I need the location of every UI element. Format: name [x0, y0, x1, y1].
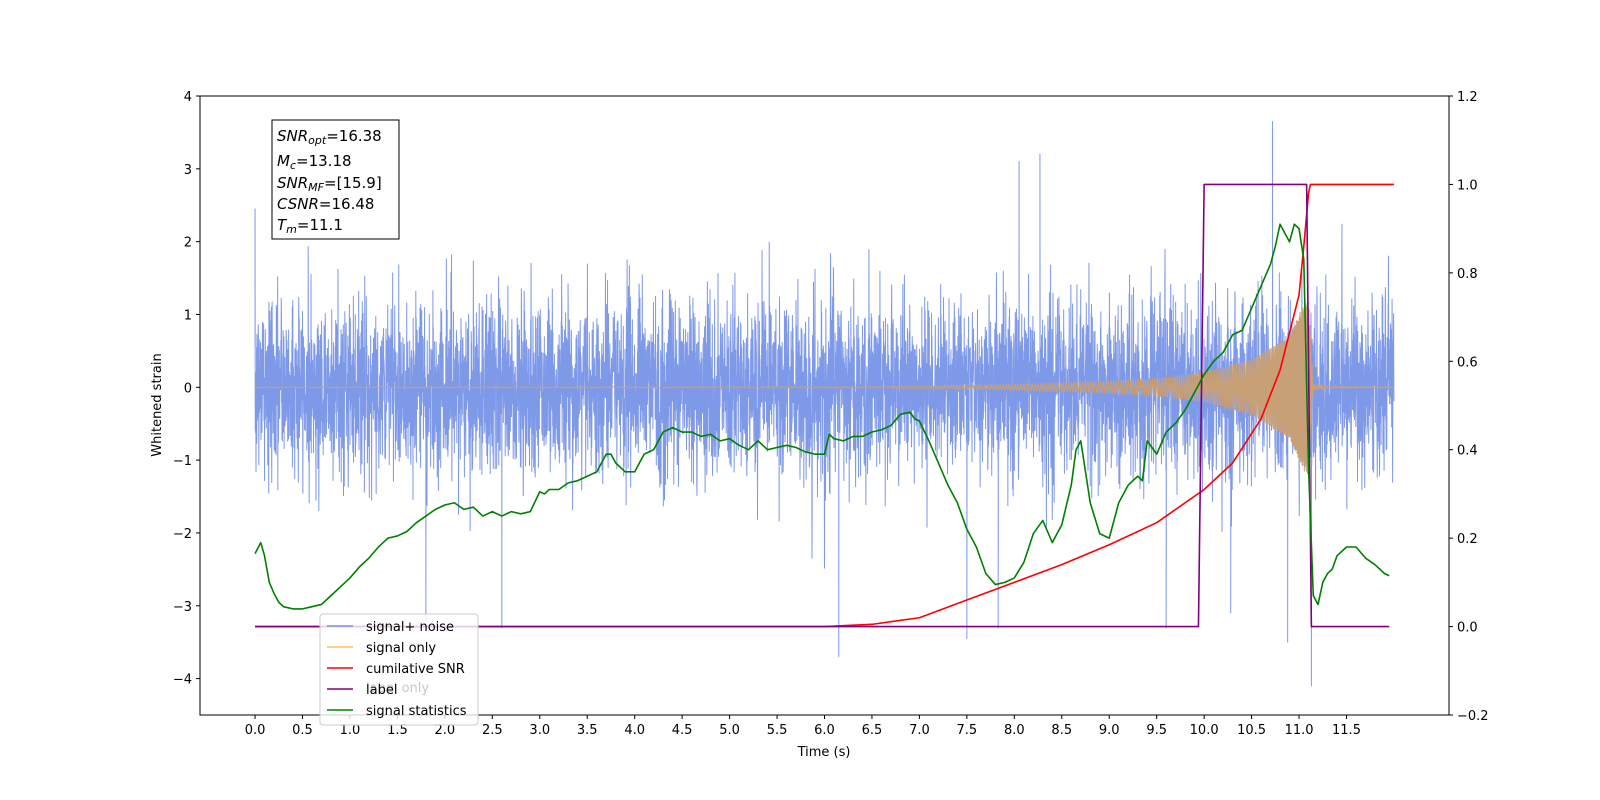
x-tick-label: 1.5: [387, 723, 408, 738]
series-signal-noise: [254, 120, 1395, 687]
x-tick-label: 11.0: [1285, 723, 1314, 738]
y-axis-label: Whitened strain: [150, 353, 165, 456]
legend-item: cumilative SNR: [327, 662, 465, 677]
legend-item: label: [327, 683, 397, 698]
y-right-tick-label: 0.0: [1457, 621, 1478, 636]
x-tick-label: 9.0: [1099, 723, 1120, 738]
y-left-tick-label: −2: [173, 527, 192, 542]
x-tick-label: 5.5: [767, 723, 788, 738]
info-snr-opt: SNRopt=16.38: [277, 127, 382, 147]
y-left-tick-label: −4: [173, 673, 192, 688]
y-axis-right: −0.2 0.0 0.2 0.4 0.6 0.8 1.0 1.2: [1449, 90, 1489, 724]
x-tick-label: 2.5: [482, 723, 503, 738]
x-tick-label: 6.0: [814, 723, 835, 738]
legend-frame: [319, 613, 479, 726]
x-tick-label: 9.5: [1146, 723, 1167, 738]
x-tick-label: 4.0: [624, 723, 645, 738]
x-tick-label: 8.0: [1004, 723, 1025, 738]
legend-label: signal+ noise: [366, 620, 454, 635]
series-cumulative-snr: [255, 183, 1394, 628]
y-left-tick-label: 2: [184, 236, 192, 251]
y-left-tick-label: 1: [184, 308, 192, 323]
legend-label: signal statistics: [366, 704, 467, 719]
y-left-tick-label: −1: [173, 454, 192, 469]
legend-item: signal only: [327, 641, 436, 656]
x-tick-label: 0.0: [245, 723, 266, 738]
x-tick-label: 5.0: [719, 723, 740, 738]
legend-item: signal+ noise: [327, 620, 454, 635]
legend-hidden-entry: label only: [366, 681, 429, 696]
x-axis-label: Time (s): [797, 745, 851, 760]
x-tick-label: 3.0: [529, 723, 550, 738]
info-snr-mf: SNRMF=[15.9]: [277, 174, 382, 194]
x-tick-label: 1.0: [340, 723, 361, 738]
info-mc: Mc=13.18: [277, 152, 352, 172]
info-tm: Tm=11.1: [277, 216, 343, 236]
info-box: SNRopt=16.38 Mc=13.18 SNRMF=[15.9] CSNR=…: [271, 119, 400, 240]
x-tick-label: 2.0: [435, 723, 456, 738]
series-signal-only: [254, 300, 1395, 475]
x-tick-label: 8.5: [1051, 723, 1072, 738]
y-right-tick-label: 0.8: [1457, 267, 1478, 282]
info-csnr: CSNR=16.48: [277, 195, 374, 213]
x-tick-label: 7.5: [957, 723, 978, 738]
y-left-tick-label: −3: [173, 600, 192, 615]
legend: label only signal+ noise signal only cumil…: [319, 613, 479, 726]
x-tick-label: 3.5: [577, 723, 598, 738]
series-signal-statistics: [254, 223, 1390, 610]
legend-label: cumilative SNR: [366, 662, 465, 677]
y-right-tick-label: 1.2: [1457, 90, 1478, 105]
y-right-tick-label: 1.0: [1457, 178, 1478, 193]
y-left-tick-label: 3: [184, 163, 192, 178]
x-tick-label: 11.5: [1332, 723, 1361, 738]
y-right-tick-label: −0.2: [1457, 709, 1489, 724]
legend-label: signal only: [366, 641, 436, 656]
x-tick-label: 0.5: [292, 723, 313, 738]
y-right-tick-label: 0.4: [1457, 444, 1478, 459]
y-axis-left: −4 −3 −2 −1 0 1 2 3 4: [173, 90, 200, 688]
x-tick-label: 4.5: [672, 723, 693, 738]
legend-item: signal statistics: [327, 704, 467, 719]
legend-label: label: [366, 683, 397, 698]
x-tick-label: 10.5: [1237, 723, 1266, 738]
x-tick-label: 7.0: [909, 723, 930, 738]
y-left-tick-label: 4: [184, 90, 192, 105]
x-axis: 0.0 0.5 1.0 1.5 2.0 2.5 3.0 3.5 4.0 4.5 5.0 5.5 6.0 6…: [245, 715, 1361, 738]
x-tick-label: 10.0: [1190, 723, 1219, 738]
x-tick-label: 6.5: [862, 723, 883, 738]
y-right-tick-label: 0.6: [1457, 355, 1478, 370]
y-left-tick-label: 0: [184, 381, 192, 396]
y-right-tick-label: 0.2: [1457, 532, 1478, 547]
plot-area: [254, 120, 1395, 687]
series-label: [255, 183, 1390, 628]
